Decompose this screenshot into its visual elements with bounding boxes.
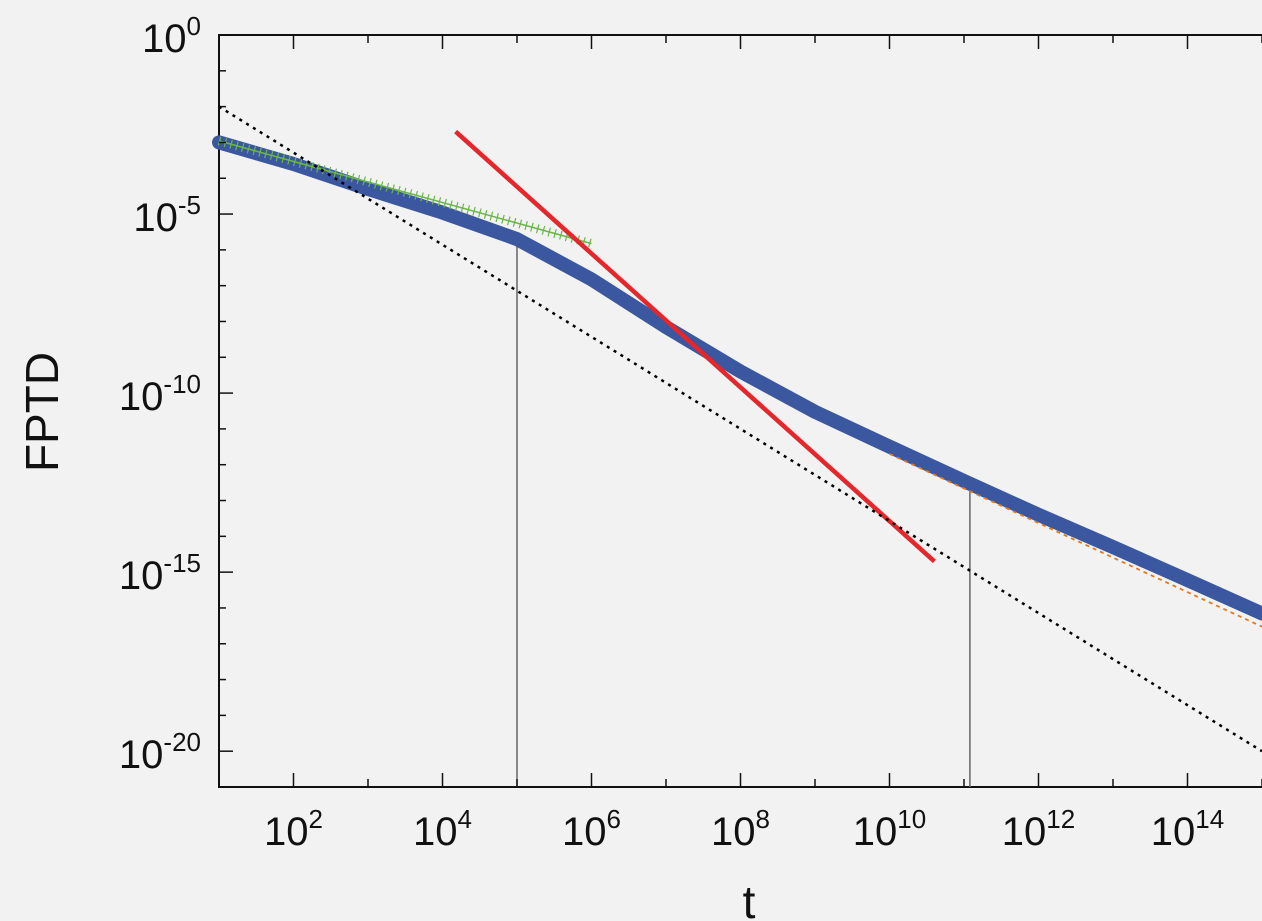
x-tick-label: 1010	[853, 804, 926, 854]
x-tick-label: 104	[413, 804, 472, 854]
x-tick-label: 108	[711, 804, 770, 854]
series-red-fit-line	[454, 129, 936, 564]
y-axis-title: FPTD	[16, 352, 68, 472]
x-axis-title: t	[743, 876, 756, 921]
x-tick-label: 102	[264, 804, 323, 854]
x-tick-label: 1012	[1002, 804, 1075, 854]
y-tick-label: 10-5	[133, 190, 201, 240]
y-tick-label: 10-20	[119, 727, 201, 777]
series-black-dotted-line	[218, 105, 1262, 753]
y-tick-label: 100	[142, 11, 201, 61]
x-tick-label: 1014	[1151, 804, 1224, 854]
tick-labels: 102 104 106 108 1010 1012 1014 100 10-5 10-10 10-1…	[119, 11, 1224, 854]
series-group	[212, 105, 1262, 753]
x-tick-label: 106	[562, 804, 621, 854]
y-tick-label: 10-15	[119, 548, 201, 598]
axis-ticks	[218, 34, 1262, 788]
vertical-markers	[516, 239, 971, 787]
plot-frame	[218, 34, 1262, 788]
series-green-fit-crosses	[217, 136, 593, 248]
y-tick-label: 10-10	[119, 369, 201, 419]
series-main-curve	[212, 135, 1262, 621]
